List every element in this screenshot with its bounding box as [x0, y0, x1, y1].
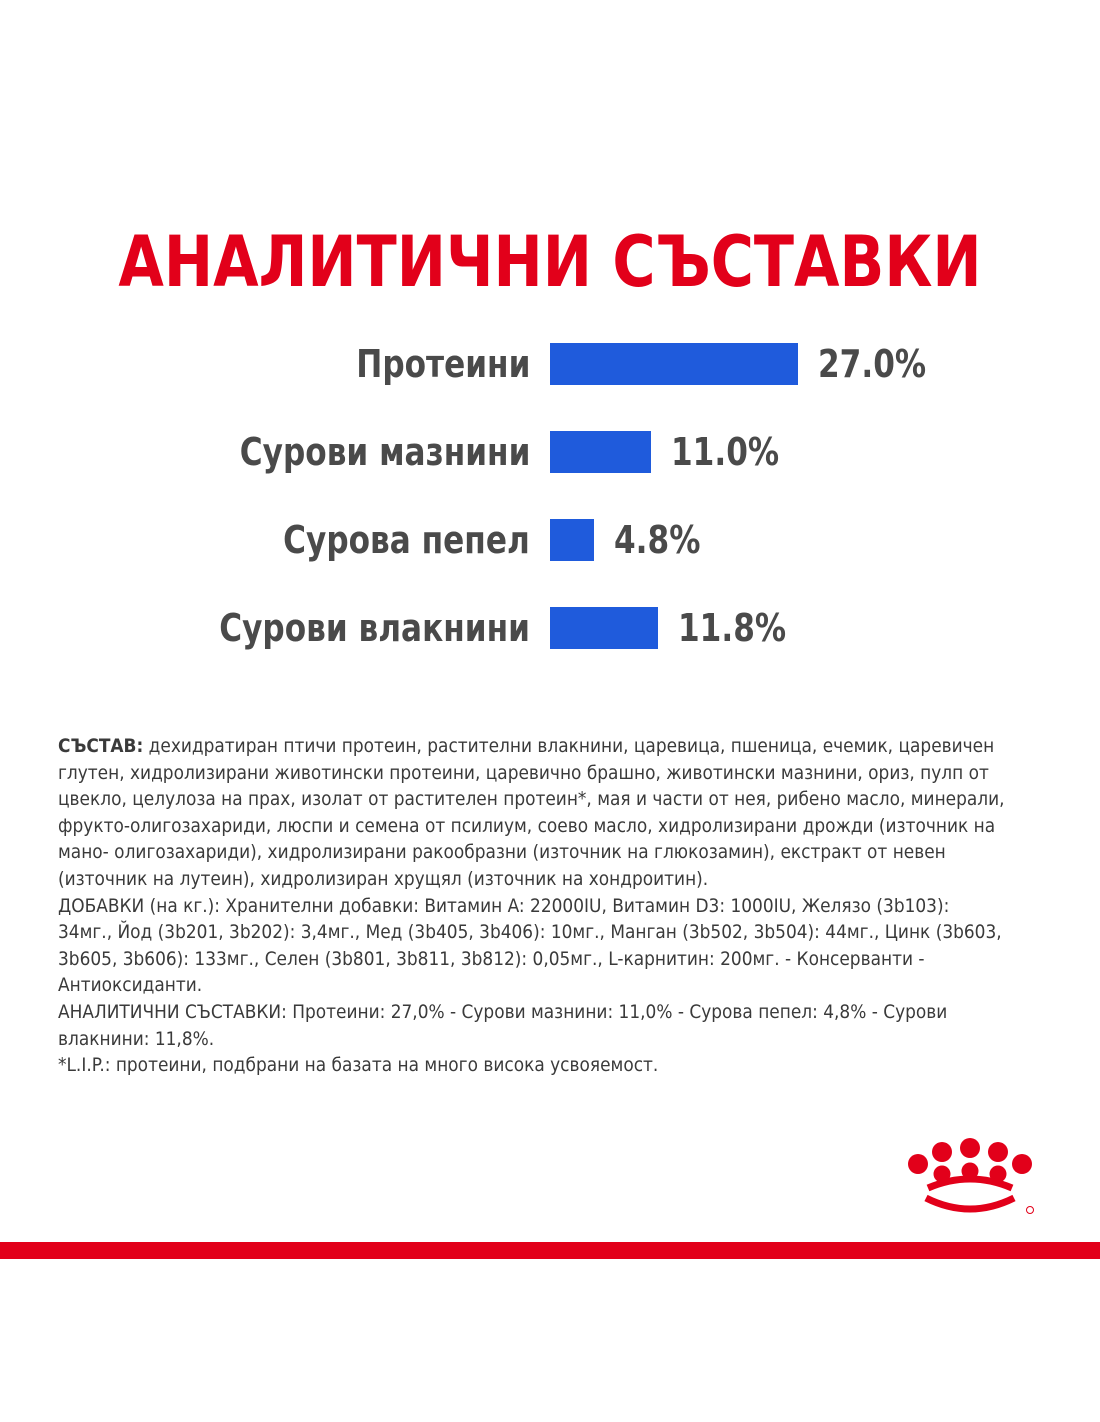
bar-label: Сурови мазнини — [239, 430, 530, 474]
bar-value-label: 27.0% — [818, 342, 927, 386]
analytical-paragraph: АНАЛИТИЧНИ СЪСТАВКИ: Протеини: 27,0% - С… — [58, 1000, 948, 1050]
bar — [550, 607, 658, 649]
crown-icon — [908, 1138, 1034, 1214]
ingredients-paragraph: СЪСТАВ: дехидратиран птичи протеин, раст… — [58, 733, 1005, 893]
brand-stripe — [0, 1242, 1100, 1259]
chart-title: АНАЛИТИЧНИ СЪСТАВКИ — [118, 221, 982, 303]
bar — [550, 431, 651, 473]
bar — [550, 519, 594, 561]
bar-value-label: 4.8% — [614, 518, 701, 562]
bar-value-label: 11.8% — [678, 606, 787, 650]
bar-value-label: 11.0% — [671, 430, 780, 474]
bar — [550, 343, 798, 385]
footnote: *L.I.P.: протеини, подбрани на базата на… — [58, 1054, 659, 1077]
bar-label: Протеини — [355, 342, 530, 386]
bar-chart: Протеини 27.0% Сурови мазнини 11.0% Сурова п… — [0, 340, 1100, 690]
ingredients-list: дехидратиран птичи протеин, растителни в… — [58, 735, 1005, 890]
composition-text: СЪСТАВ: дехидратиран птичи протеин, раст… — [58, 733, 1005, 1079]
bar-label: Сурови влакнини — [219, 606, 530, 650]
composition-heading: СЪСТАВ: — [58, 735, 144, 757]
additives-paragraph: ДОБАВКИ (на кг.): Хранителни добавки: Ви… — [58, 894, 1002, 997]
bar-label: Сурова пепел — [283, 518, 530, 562]
